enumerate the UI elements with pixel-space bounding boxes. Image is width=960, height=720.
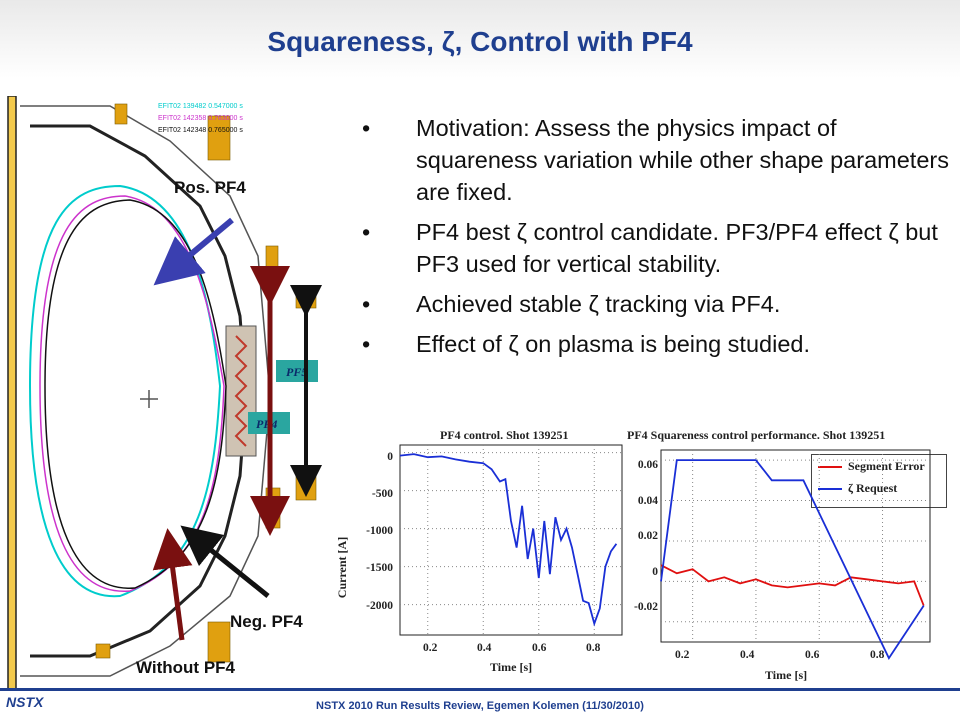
chart1-ytick: -500 (371, 488, 393, 500)
chart2-title: PF4 Squareness control performance. Shot… (627, 428, 886, 442)
bullet-text: Achieved stable ζ tracking via PF4. (416, 291, 781, 317)
chart1-xtick: 0.6 (532, 642, 547, 654)
legend-swatch-error (818, 466, 842, 468)
chart2-plot (660, 449, 931, 661)
squareness-chart: PF4 Squareness control performance. Shot… (625, 420, 955, 690)
chart2-xtick: 0.4 (740, 649, 755, 661)
legend-swatch-request (818, 488, 842, 490)
chart1-frame (399, 444, 623, 636)
chart1-xlabel: Time [s] (490, 660, 533, 674)
bullet-text: PF4 best ζ control candidate. PF3/PF4 ef… (416, 219, 938, 277)
chart2-xtick: 0.8 (870, 649, 885, 661)
bullet-item: • Motivation: Assess the physics impact o… (362, 112, 952, 208)
chart2-series-0-line (660, 564, 925, 606)
equilibrium-figure: EFIT02 139482 0.547000 s EFIT02 142358 0… (0, 96, 340, 690)
footer-text: NSTX 2010 Run Results Review, Egemen Kol… (316, 700, 644, 712)
boundary-black (44, 199, 227, 589)
equilibrium-legend-2: EFIT02 142348 0.765000 s (158, 127, 243, 134)
axis-marker (140, 390, 158, 408)
pos-pf4-label: Pos. PF4 (174, 178, 246, 197)
bullet-dot: • (362, 331, 371, 357)
without-pf4-label: Without PF4 (136, 658, 235, 677)
chart1-ytick: -2000 (366, 600, 393, 612)
chart2-ytick: 0.06 (637, 459, 658, 471)
chart2-xlabel: Time [s] (765, 668, 808, 682)
chart2-series-1-line (660, 459, 925, 661)
legend-request-label: ζ Request (848, 481, 898, 495)
chart2-ytick: 0 (652, 566, 658, 578)
pf-coil-spring (234, 335, 248, 447)
neg-pf4-arrow (180, 525, 270, 598)
chart1-title: PF4 control. Shot 139251 (440, 428, 569, 442)
pf4-current-chart: PF4 control. Shot 139251 Current [A] 0 -… (335, 420, 625, 690)
bullet-list: • Motivation: Assess the physics impact o… (362, 112, 952, 368)
chart2-ytick: 0.04 (637, 495, 658, 507)
chart2-xtick: 0.2 (675, 649, 690, 661)
slide-title: Squareness, ζ, Control with PF4 (267, 26, 693, 57)
chart2-frame (660, 449, 931, 643)
chart1-plot (399, 444, 623, 636)
chart1-series-0-line (399, 453, 618, 627)
center-stack (7, 96, 17, 690)
chart1-ytick: -1000 (366, 525, 393, 537)
pf4-label: PF4 (256, 417, 277, 431)
bullet-item: • PF4 best ζ control candidate. PF3/PF4 e… (362, 216, 952, 280)
equilibrium-legend-0: EFIT02 139482 0.547000 s (158, 103, 243, 110)
legend-error-label: Segment Error (848, 459, 925, 473)
chart2-legend: Segment Error ζ Request (811, 454, 947, 508)
slide-header (0, 0, 960, 92)
bullet-dot: • (362, 291, 371, 317)
bullet-item: • Effect of ζ on plasma is being studied. (362, 328, 952, 360)
chart2-ytick: -0.02 (634, 601, 658, 613)
chart1-xtick: 0.2 (423, 642, 438, 654)
bullet-item: • Achieved stable ζ tracking via PF4. (362, 288, 952, 320)
bullet-text: Motivation: Assess the physics impact of… (416, 115, 949, 205)
boundary-cyan (28, 184, 222, 598)
boundary-magenta (39, 195, 225, 592)
bullet-dot: • (362, 219, 371, 245)
bullet-text: Effect of ζ on plasma is being studied. (416, 331, 810, 357)
chart2-xtick: 0.6 (805, 649, 820, 661)
neg-pf4-label: Neg. PF4 (230, 612, 303, 631)
chart2-ytick: 0.02 (637, 530, 658, 542)
chart1-xtick: 0.4 (477, 642, 492, 654)
without-pf4-arrow (152, 528, 193, 641)
nstx-logo: NSTX (6, 694, 44, 710)
chart1-ytick: -1500 (366, 562, 393, 574)
equilibrium-legend-1: EFIT02 142358 0.763000 s (158, 115, 243, 122)
footer-rule (0, 688, 960, 691)
pos-pf4-arrow (153, 217, 234, 286)
chart1-ytick: 0 (387, 451, 393, 463)
chart1-xtick: 0.8 (586, 642, 601, 654)
bullet-dot: • (362, 115, 371, 141)
